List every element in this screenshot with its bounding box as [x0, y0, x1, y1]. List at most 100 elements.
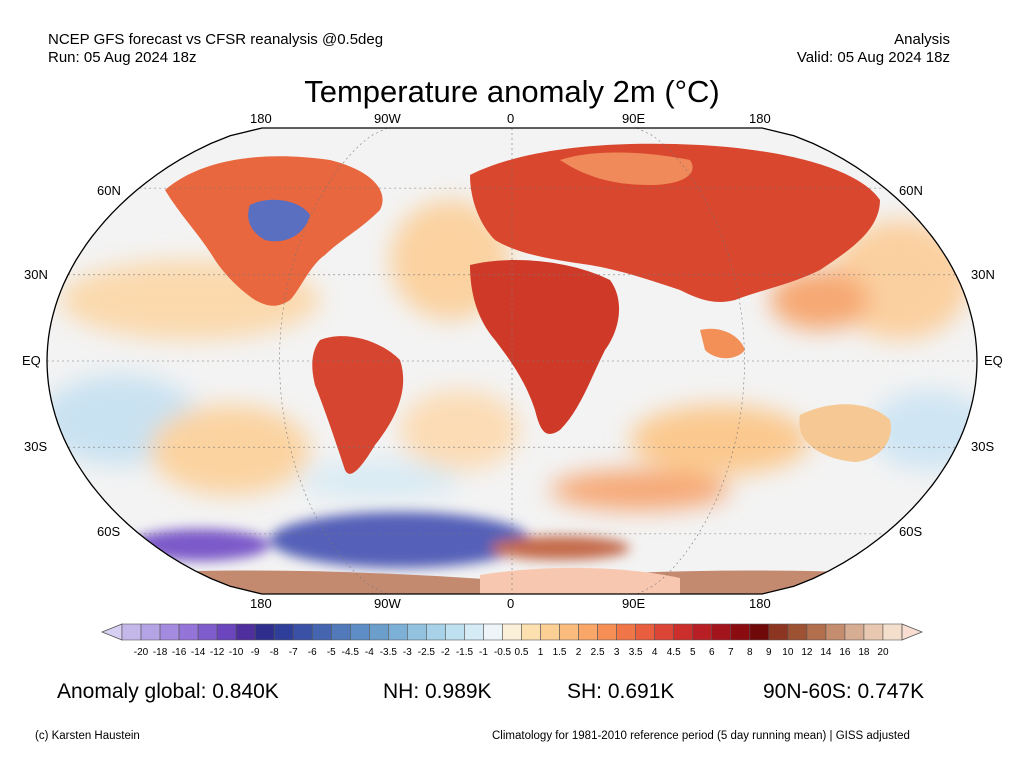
stat-global: Anomaly global: 0.840K	[57, 680, 279, 703]
graticule	[47, 127, 977, 595]
colorbar-tick-label: 16	[839, 647, 851, 658]
colorbar-tick-label: 3.5	[628, 647, 643, 658]
colorbar-tick-label: 2.5	[590, 647, 605, 658]
colorbar-swatch	[749, 623, 770, 641]
colorbar-swatch	[273, 623, 294, 641]
lon-label-top-180e: 180	[749, 111, 771, 126]
southeast-asia	[700, 328, 745, 359]
colorbar	[100, 623, 924, 641]
colorbar-tick-label: -7	[288, 647, 298, 658]
colorbar-tick-label: 8	[747, 647, 753, 658]
colorbar-tick-label: 9	[766, 647, 772, 658]
colorbar-tick-label: 20	[877, 647, 889, 658]
lat-label-right-eq: EQ	[984, 353, 1003, 368]
lat-label-left-eq: EQ	[22, 353, 41, 368]
colorbar-tick-label: -1.5	[455, 647, 474, 658]
colorbar-tick-label: 4	[651, 647, 658, 658]
indian-ocean-warm	[630, 405, 810, 475]
colorbar-tick-label: -8	[269, 647, 279, 658]
colorbar-swatch	[464, 623, 484, 641]
colorbar-swatch	[388, 623, 408, 641]
south-atlantic-cool	[300, 460, 460, 500]
colorbar-swatch	[121, 623, 142, 641]
lon-label-bottom-180e: 180	[749, 596, 771, 611]
lat-label-right-60n: 60N	[899, 183, 923, 198]
colorbar-tick-label: -4.5	[341, 647, 359, 658]
colorbar-swatch	[140, 623, 161, 641]
analysis-label: Analysis	[894, 31, 950, 48]
lat-label-right-60s: 60S	[899, 524, 923, 539]
lon-label-bottom-180w: 180	[250, 596, 272, 611]
colorbar-tick-label: -3	[402, 647, 412, 658]
anomaly-map	[46, 127, 978, 595]
colorbar-tick-label: -3.5	[379, 647, 397, 658]
colorbar-swatch	[597, 623, 617, 641]
greenland	[394, 138, 445, 185]
lon-label-top-180w: 180	[250, 111, 272, 126]
colorbar-tick-label: 2	[575, 647, 582, 658]
colorbar-tick-label: 14	[820, 647, 832, 658]
colorbar-swatch	[521, 623, 541, 641]
colorbar-tick-label: 10	[782, 647, 794, 658]
lon-label-bottom-0: 0	[507, 596, 515, 611]
lon-label-top-90w: 90W	[374, 111, 401, 126]
colorbar-swatch	[787, 623, 808, 641]
colorbar-swatch	[159, 623, 180, 641]
colorbar-swatch	[635, 623, 655, 641]
colorbar-swatch	[730, 623, 751, 641]
colorbar-swatch	[882, 623, 903, 641]
colorbar-swatch	[768, 623, 789, 641]
colorbar-under-triangle	[100, 623, 123, 641]
colorbar-tick-label: -9	[250, 647, 260, 658]
colorbar-swatch	[578, 623, 598, 641]
colorbar-tick-label: -6	[307, 647, 317, 658]
southern-ocean-field	[130, 512, 630, 568]
colorbar-tick-label: -18	[152, 647, 168, 658]
siberia-warm	[560, 152, 693, 185]
colorbar-tick-label: -2	[440, 647, 450, 658]
colorbar-swatch	[673, 623, 694, 641]
colorbar-tick-label: -1	[479, 647, 488, 658]
model-description: NCEP GFS forecast vs CFSR reanalysis @0.…	[48, 31, 384, 48]
pacific-s-warm	[150, 405, 310, 495]
colorbar-swatch	[292, 623, 313, 641]
colorbar-swatch	[844, 623, 865, 641]
colorbar-swatch	[254, 623, 275, 641]
lat-label-right-30n: 30N	[971, 267, 995, 282]
globe-outline	[46, 127, 978, 595]
canada-cold-patch	[248, 199, 310, 242]
anomaly-stats: Anomaly global: 0.840K NH: 0.989K SH: 0.…	[0, 680, 1024, 706]
colorbar-swatch	[806, 623, 827, 641]
colorbar-swatch	[426, 623, 446, 641]
colorbar-tick-label: 1.5	[552, 647, 567, 658]
stat-90n-60s: 90N-60S: 0.747K	[763, 680, 925, 703]
lon-label-top-90e: 90E	[622, 111, 646, 126]
antarctica	[47, 570, 977, 594]
lat-label-left-30s: 30S	[24, 439, 48, 454]
run-time: Run: 05 Aug 2024 18z	[48, 49, 197, 66]
footer-climatology-note: Climatology for 1981-2010 reference peri…	[492, 730, 910, 742]
stat-sh: SH: 0.691K	[567, 680, 675, 703]
colorbar-tick-label: -2.5	[417, 647, 435, 658]
colorbar-tick-label: 7	[727, 647, 734, 658]
lat-label-right-30s: 30S	[971, 439, 995, 454]
colorbar-tick-label: -5	[326, 647, 336, 658]
australia	[799, 404, 891, 462]
colorbar-tick-label: -12	[209, 647, 225, 658]
southern-ocean-band	[550, 470, 730, 510]
colorbar-swatch	[369, 623, 389, 641]
colorbar-swatch	[349, 623, 370, 641]
colorbar-swatch	[616, 623, 636, 641]
colorbar-swatch	[445, 623, 465, 641]
eurasia	[470, 143, 880, 302]
colorbar-swatch	[178, 623, 199, 641]
colorbar-swatch	[559, 623, 579, 641]
colorbar-swatch	[197, 623, 218, 641]
colorbar-tick-label: -10	[228, 647, 244, 658]
colorbar-swatch	[540, 623, 560, 641]
lat-label-left-60s: 60S	[97, 524, 121, 539]
africa	[470, 260, 620, 434]
colorbar-tick-label: 1	[537, 647, 544, 658]
colorbar-tick-label: -4	[364, 647, 374, 658]
colorbar-tick-label: -16	[171, 647, 187, 658]
